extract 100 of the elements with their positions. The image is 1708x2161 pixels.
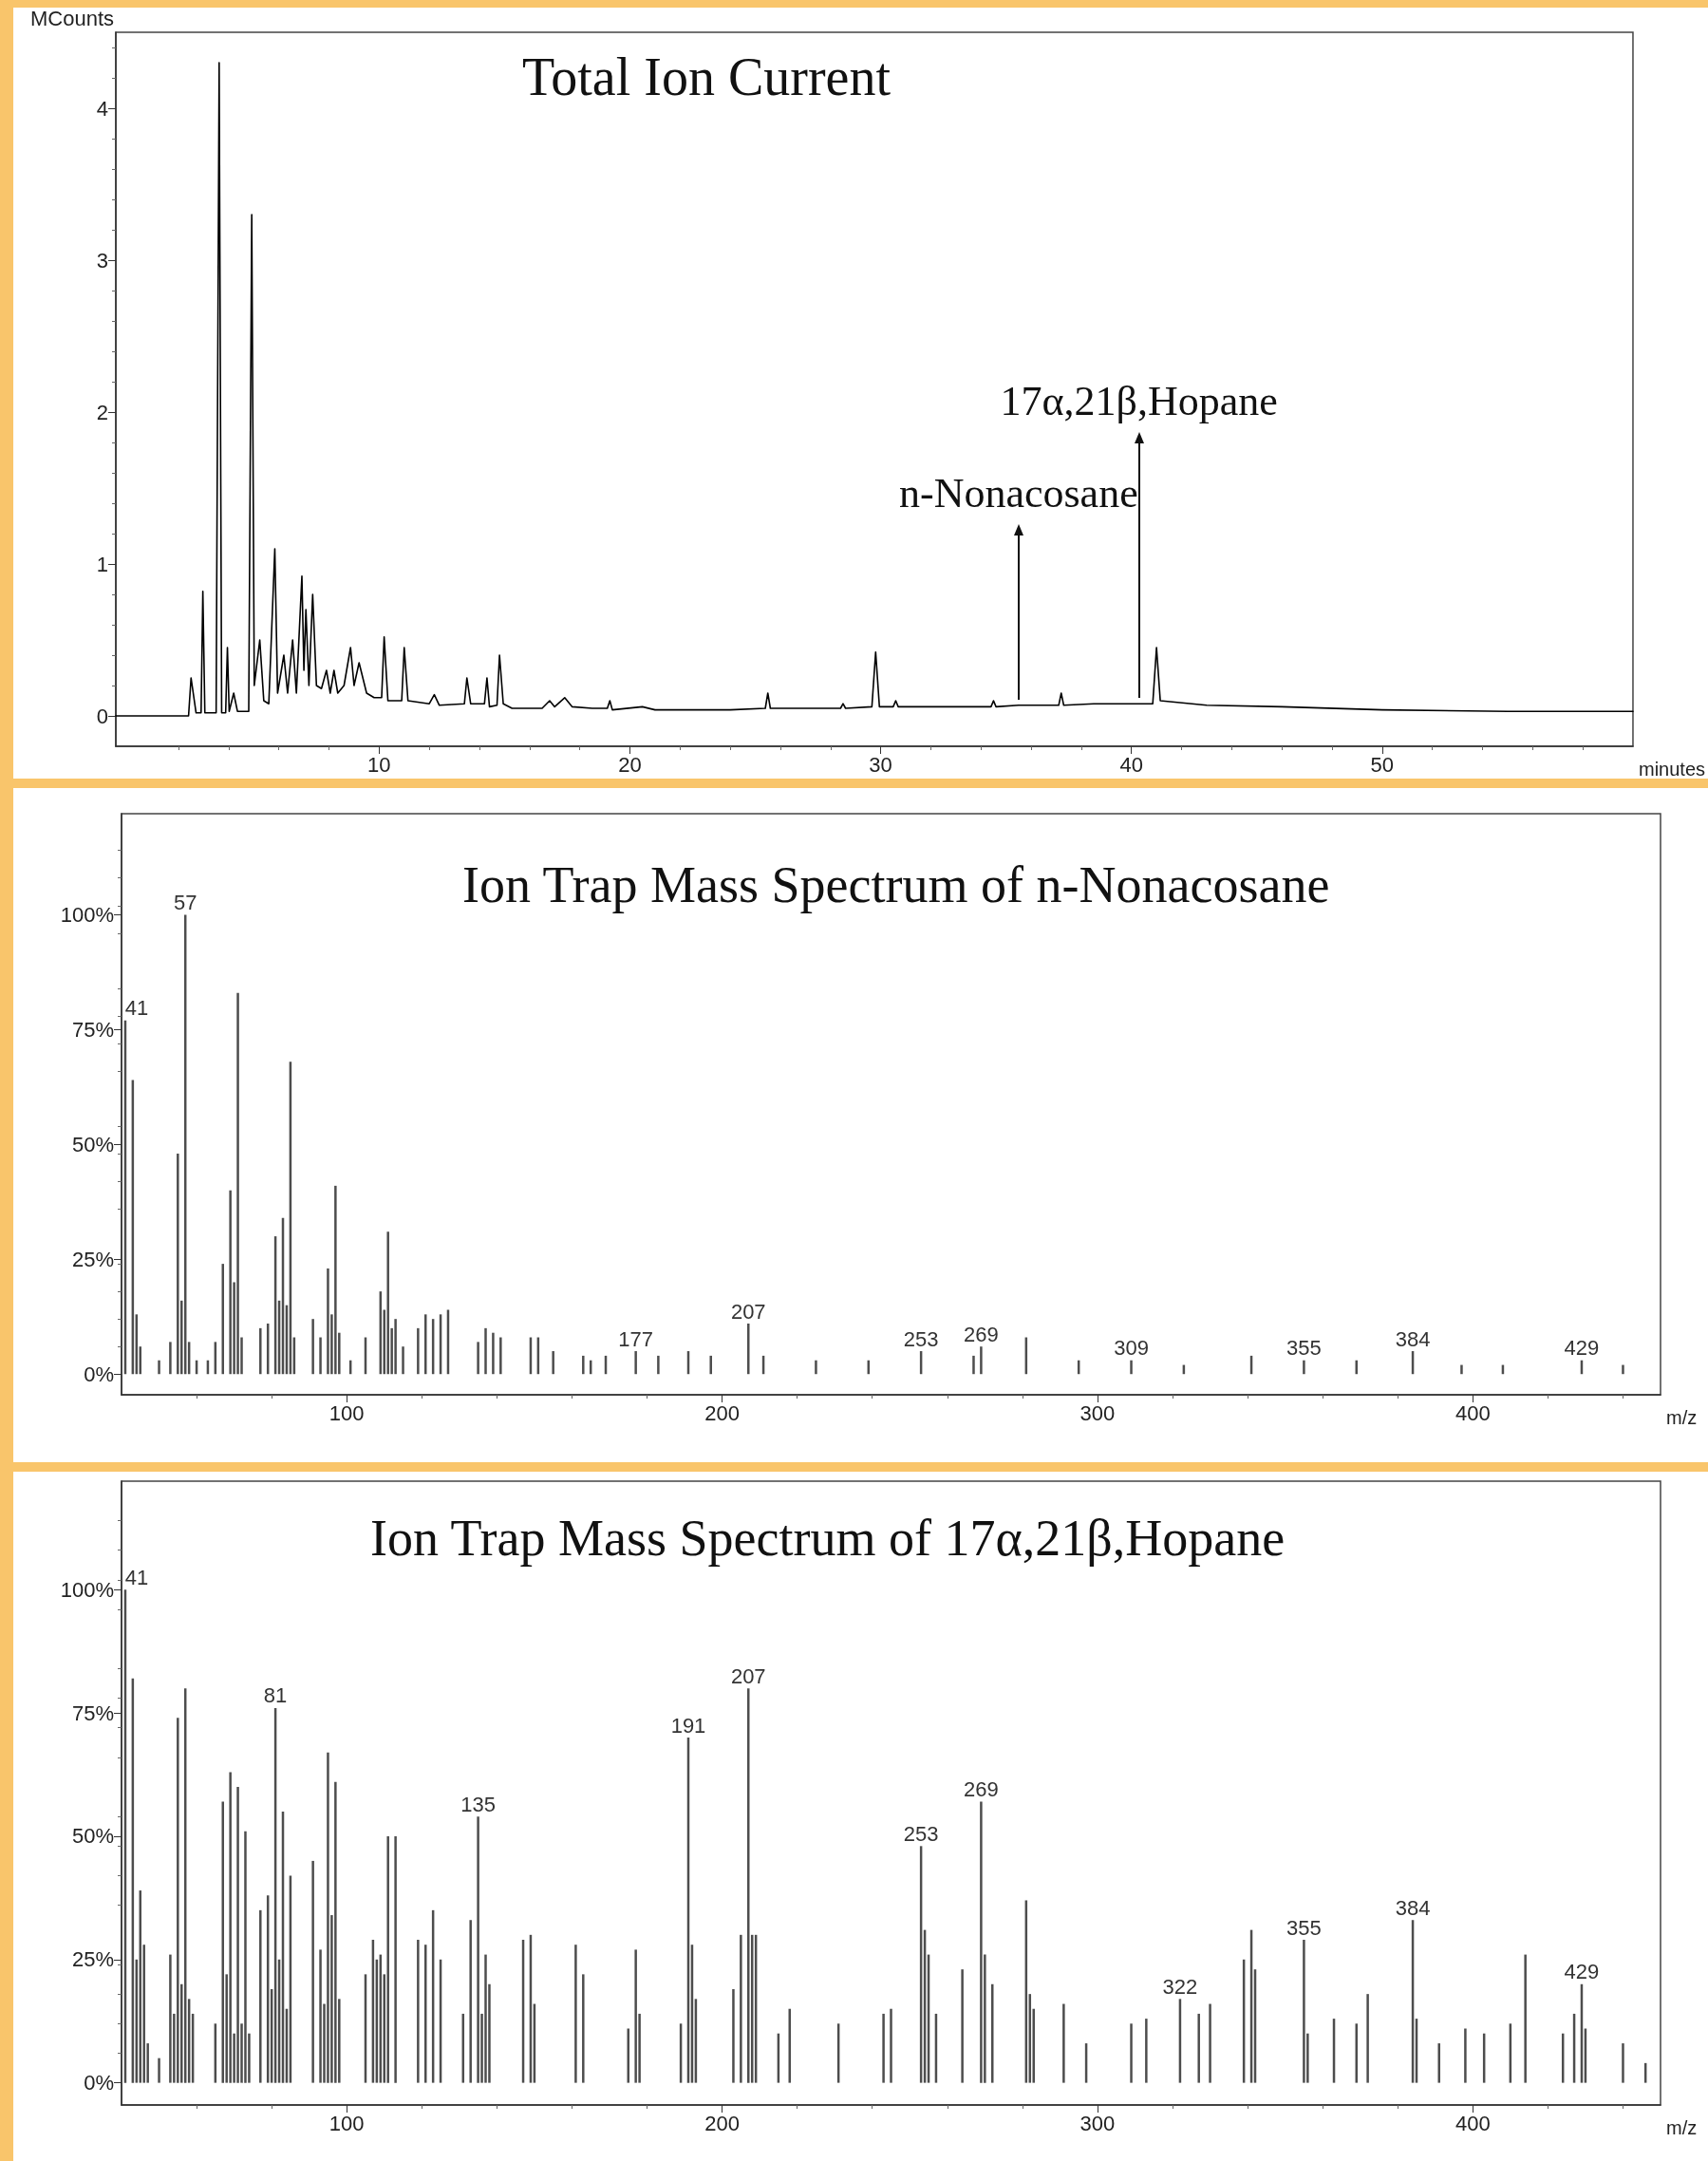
bar — [499, 1337, 502, 1375]
bar — [319, 1949, 322, 2083]
bar — [1622, 1364, 1624, 1375]
bar — [394, 1319, 397, 1375]
text: Ion Trap Mass Spectrum of n-Nonacosane — [462, 856, 1330, 913]
bar — [582, 1974, 585, 2083]
annotation: 355 — [1286, 1915, 1322, 1940]
bar — [327, 1268, 329, 1375]
annotation: 269 — [964, 1322, 999, 1346]
bar — [229, 1772, 232, 2083]
bar — [158, 2058, 160, 2083]
annotation: n-Nonacosane — [899, 469, 1138, 517]
bar — [319, 1337, 322, 1375]
bar — [484, 1327, 487, 1375]
x-tick-label: 10 — [367, 752, 391, 777]
x-axis-title: m/z — [1666, 2117, 1698, 2138]
annotation: 309 — [1114, 1336, 1149, 1361]
bar — [747, 1688, 750, 2083]
bar — [1464, 2028, 1467, 2083]
bar — [236, 1787, 239, 2083]
bar — [747, 1324, 750, 1375]
annotation: 135 — [460, 1792, 496, 1816]
bar — [311, 1860, 314, 2083]
annotation: 191 — [670, 1713, 706, 1738]
bar — [244, 1831, 247, 2083]
annotation: 322 — [1162, 1974, 1198, 1999]
bar — [169, 1954, 172, 2083]
bar — [634, 1949, 637, 2083]
y-tick-label: 100% — [60, 902, 114, 927]
bar — [890, 2008, 892, 2083]
bar — [177, 1718, 179, 2083]
bar — [980, 1801, 983, 2083]
bar — [477, 1342, 479, 1375]
chart-title: Total Ion Current — [522, 47, 892, 106]
bar — [417, 1940, 420, 2083]
y-tick-label: 1 — [96, 552, 108, 576]
bar — [574, 1945, 577, 2083]
bar — [221, 1264, 224, 1375]
bar — [1197, 2013, 1200, 2083]
annotation: 355 — [1286, 1336, 1322, 1361]
bar — [1303, 1360, 1305, 1375]
annotation: 41 — [124, 996, 149, 1021]
bar — [492, 1332, 495, 1375]
text: Ion Trap Mass Spectrum of 17α,21β,Hopane — [370, 1510, 1286, 1567]
y-tick-label: 75% — [71, 1017, 114, 1042]
y-tick-label: 25% — [71, 1947, 114, 1972]
y-tick-label: 75% — [71, 1701, 114, 1725]
x-tick-label: 200 — [704, 2111, 740, 2135]
bar — [469, 1920, 472, 2083]
y-tick-label: 100% — [60, 1577, 114, 1602]
annotation: 177 — [618, 1326, 654, 1351]
bar — [221, 1801, 224, 2083]
annotation: 429 — [1564, 1336, 1600, 1361]
bar — [311, 1319, 314, 1375]
annotation: 253 — [903, 1821, 939, 1846]
bar — [634, 1351, 637, 1375]
x-tick-label: 300 — [1079, 2111, 1116, 2135]
x-tick-label: 40 — [1119, 752, 1143, 777]
bar — [582, 1355, 585, 1375]
bar — [1130, 2023, 1133, 2083]
y-tick-label: 25% — [71, 1247, 114, 1271]
bar — [484, 1954, 487, 2083]
bar — [882, 2013, 885, 2083]
x-tick-label: 100 — [328, 1400, 365, 1425]
bar — [259, 1909, 262, 2083]
annotation: 384 — [1395, 1326, 1431, 1351]
bar — [334, 1781, 337, 2083]
annotation: 384 — [1395, 1895, 1431, 1920]
y-tick-label: 50% — [71, 1132, 114, 1156]
bar — [1145, 2019, 1148, 2083]
y-tick-label: 0 — [96, 704, 108, 728]
y-axis-title: MCounts — [30, 6, 115, 30]
bar — [259, 1327, 262, 1375]
bar — [327, 1752, 329, 2083]
bar — [417, 1327, 420, 1375]
bar — [1062, 2003, 1065, 2083]
bar — [1366, 1994, 1369, 2083]
bar — [1460, 1364, 1463, 1375]
annotation: 57 — [173, 890, 197, 914]
annotation: 81 — [263, 1683, 288, 1708]
bar — [552, 1351, 554, 1375]
annotation: 207 — [730, 1663, 766, 1688]
annotation: 17α,21β,Hopane — [1000, 378, 1278, 425]
bar — [980, 1346, 983, 1375]
x-tick-label: 50 — [1370, 752, 1395, 777]
bar — [709, 1355, 712, 1375]
bar — [386, 1231, 389, 1375]
bar — [1437, 2043, 1440, 2083]
x-tick-label: 400 — [1455, 2111, 1491, 2135]
bar — [169, 1342, 172, 1375]
y-tick-label: 50% — [71, 1824, 114, 1849]
x-tick-label: 100 — [328, 2111, 365, 2135]
bar — [1622, 2043, 1624, 2083]
bar — [229, 1190, 232, 1375]
bar — [1130, 1360, 1133, 1375]
bar — [961, 1969, 964, 2083]
bar — [334, 1185, 337, 1375]
bar — [236, 992, 239, 1375]
y-tick-label: 0% — [84, 2071, 114, 2095]
bar — [158, 1360, 160, 1375]
